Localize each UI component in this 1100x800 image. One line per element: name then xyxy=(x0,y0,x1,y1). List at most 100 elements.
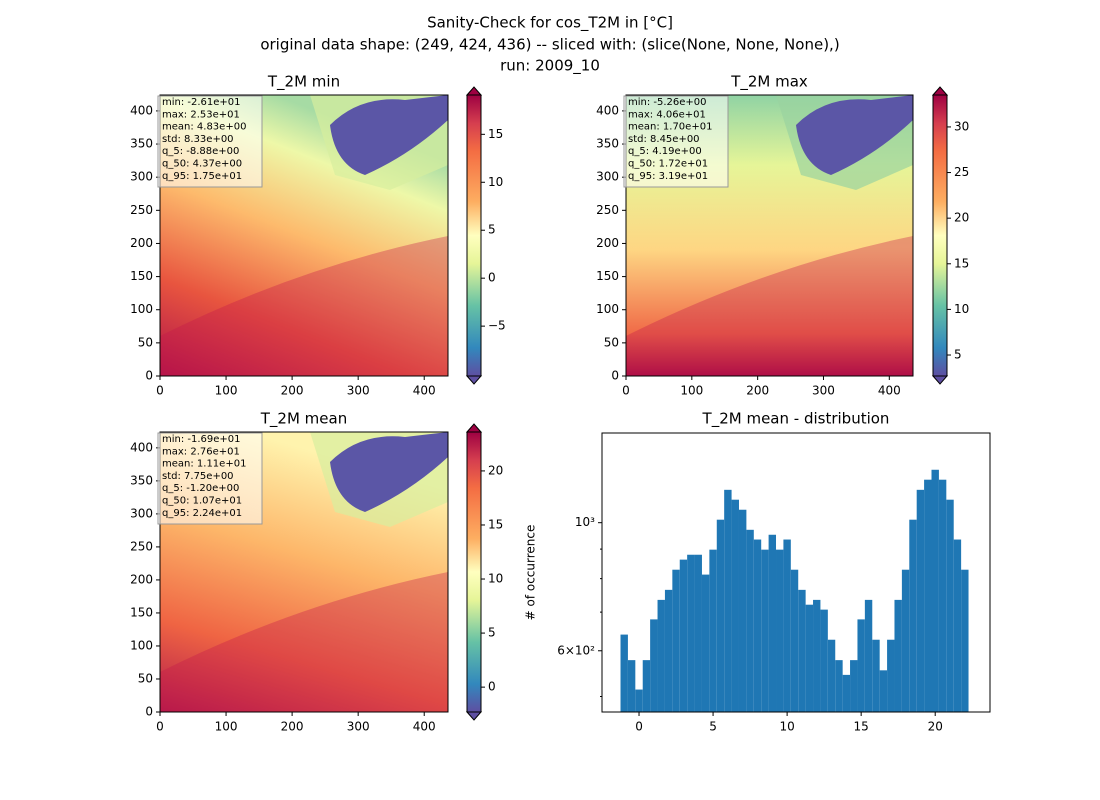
bar xyxy=(687,554,695,712)
bar xyxy=(961,569,969,712)
axes-title: T_2M mean - distribution xyxy=(702,410,890,429)
stats-line: mean: 4.83e+00 xyxy=(162,122,246,133)
bar xyxy=(701,574,710,712)
x-tick-label: 100 xyxy=(215,384,238,398)
stats-line: mean: 1.11e+01 xyxy=(162,459,246,470)
y-tick-label: 100 xyxy=(596,302,619,316)
y-tick-label: 300 xyxy=(596,170,619,184)
y-tick-label: 100 xyxy=(130,638,153,652)
colorbar-tick-label: 5 xyxy=(954,348,962,362)
stats-line: max: 2.76e+01 xyxy=(162,446,240,457)
colorbar-tick-label: 0 xyxy=(488,680,496,694)
y-tick-label: 0 xyxy=(611,369,619,383)
bar xyxy=(672,569,680,712)
colorbar xyxy=(467,95,481,376)
axes-frame xyxy=(159,94,449,377)
y-tick-label: 150 xyxy=(596,269,619,283)
cold-region xyxy=(796,95,913,175)
y-tick-label: 400 xyxy=(596,103,619,117)
bar xyxy=(657,599,665,712)
heatmap-image xyxy=(160,95,448,376)
figure-title: run: 2009_10 xyxy=(500,57,600,76)
x-tick-label: 400 xyxy=(878,384,901,398)
bar xyxy=(768,534,777,712)
bar xyxy=(664,589,673,712)
bar xyxy=(790,569,799,712)
stats-line: q_5: -1.20e+00 xyxy=(162,483,239,494)
x-tick-label: 400 xyxy=(413,720,436,734)
bar xyxy=(694,554,702,712)
colorbar-extend-max xyxy=(931,86,949,96)
bar xyxy=(753,539,762,712)
colorbar-extend-max xyxy=(465,86,483,96)
x-tick-label: 0 xyxy=(156,720,164,734)
stats-line: q_50: 1.72e+01 xyxy=(628,159,708,170)
bar xyxy=(835,660,843,712)
axes-frame xyxy=(601,432,991,713)
bar xyxy=(901,569,910,712)
bar xyxy=(805,604,814,712)
stats-line: q_50: 4.37e+00 xyxy=(162,159,242,170)
colorbar-frame xyxy=(466,94,482,377)
bar xyxy=(827,639,836,712)
axes-title: T_2M max xyxy=(730,73,808,92)
colorbar-tick-label: 20 xyxy=(488,463,503,477)
colorbar xyxy=(467,432,481,712)
bar xyxy=(746,529,754,712)
y-tick-label: 250 xyxy=(130,539,153,553)
stats-line: q_95: 3.19e+01 xyxy=(628,171,708,182)
bar xyxy=(887,639,895,712)
colorbar-frame xyxy=(932,94,948,377)
y-tick-label: 0 xyxy=(145,369,153,383)
stats-line: max: 2.53e+01 xyxy=(162,109,240,120)
y-tick-label: 0 xyxy=(145,705,153,719)
x-tick-label: 200 xyxy=(281,720,304,734)
y-tick-label: 400 xyxy=(130,440,153,454)
stats-line: std: 8.45e+00 xyxy=(628,134,700,145)
bar xyxy=(798,589,806,712)
stats-line: std: 8.33e+00 xyxy=(162,134,234,145)
stats-line: q_50: 1.07e+01 xyxy=(162,496,242,507)
y-tick-label: 150 xyxy=(130,605,153,619)
bar xyxy=(938,479,947,712)
bar xyxy=(879,670,888,712)
colorbar-tick-label: 0 xyxy=(488,271,496,285)
sea xyxy=(626,236,913,376)
bar xyxy=(946,499,954,712)
bar xyxy=(709,549,717,712)
bar xyxy=(716,519,725,712)
bar xyxy=(679,559,688,712)
y-axis-label: # of occurrence xyxy=(524,525,538,621)
bar xyxy=(731,499,739,712)
stats-line: min: -5.26e+00 xyxy=(628,97,707,108)
x-tick-label: 0 xyxy=(622,384,630,398)
y-tick-label: 100 xyxy=(130,302,153,316)
y-tick-label: 250 xyxy=(130,203,153,217)
bar xyxy=(724,489,732,712)
y-tick-label: 150 xyxy=(130,269,153,283)
colorbar-tick-label: 10 xyxy=(488,175,503,189)
bar xyxy=(761,549,769,712)
colorbar-tick-label: 5 xyxy=(488,223,496,237)
y-tick-label: 200 xyxy=(130,572,153,586)
axes-title: T_2M min xyxy=(267,73,340,92)
bar xyxy=(909,519,917,712)
x-tick-label: 300 xyxy=(347,720,370,734)
cold-region xyxy=(330,95,448,175)
bar xyxy=(627,660,636,712)
x-tick-label: 300 xyxy=(347,384,370,398)
x-tick-label: 0 xyxy=(156,384,164,398)
stats-box xyxy=(157,432,263,525)
y-tick-label: 350 xyxy=(130,137,153,151)
stats-line: q_5: -8.88e+00 xyxy=(162,146,239,157)
y-tick-label: 50 xyxy=(604,335,619,349)
axes-frame xyxy=(159,431,449,713)
stats-line: q_95: 1.75e+01 xyxy=(162,171,242,182)
y-tick-label: 350 xyxy=(130,473,153,487)
stats-line: max: 4.06e+01 xyxy=(628,109,706,120)
colorbar-tick-label: 10 xyxy=(488,572,503,586)
colorbar-tick-label: 15 xyxy=(488,127,503,141)
y-tick-label: 200 xyxy=(596,236,619,250)
bar xyxy=(857,619,865,712)
